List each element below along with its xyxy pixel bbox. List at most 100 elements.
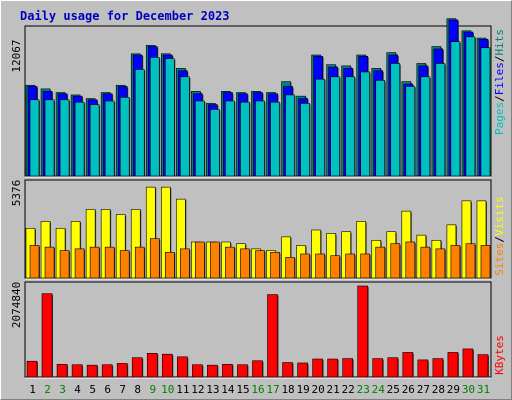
sites-bar-day-8 (134, 246, 145, 279)
day-label-4: 4 (74, 383, 81, 396)
sites-bar-day-2 (44, 246, 55, 279)
sites-bar-day-3 (59, 250, 70, 279)
pages-bar-day-7 (119, 97, 130, 177)
day-label-14: 14 (221, 383, 235, 396)
sites-bar-day-4 (74, 248, 85, 279)
day-label-5: 5 (89, 383, 96, 396)
pages-bar-day-6 (104, 100, 115, 177)
kbytes-bar-day-19 (297, 362, 308, 378)
day-label-16: 16 (251, 383, 264, 396)
day-label-28: 28 (432, 383, 445, 396)
pages-bar-day-3 (59, 99, 70, 177)
kbytes-bar-day-22 (342, 358, 353, 378)
sites-bar-day-11 (180, 248, 190, 279)
sites-bar-day-13 (210, 241, 220, 279)
legend-files: Files (493, 62, 506, 95)
pages-bar-day-27 (420, 76, 431, 177)
hits-ymax-label: 12067 (10, 39, 23, 72)
day-label-30: 30 (462, 383, 475, 396)
sites-bar-day-17 (270, 251, 280, 279)
kbytes-bar-day-14 (222, 363, 233, 378)
day-label-27: 27 (417, 383, 430, 396)
sites-bar-day-7 (119, 250, 130, 279)
sites-bar-day-22 (345, 253, 355, 279)
day-label-29: 29 (447, 383, 460, 396)
kbytes-bar-day-6 (101, 364, 113, 378)
day-label-1: 1 (29, 383, 36, 396)
sites-bar-day-19 (300, 253, 310, 279)
sites-bar-day-27 (420, 246, 431, 279)
sites-bar-day-31 (480, 245, 491, 279)
pages-bar-day-25 (390, 63, 401, 177)
pages-bar-day-21 (330, 76, 340, 177)
kbytes-bar-day-16 (252, 360, 263, 378)
day-label-8: 8 (134, 383, 141, 396)
pages-bar-day-10 (164, 58, 175, 177)
day-label-24: 24 (372, 383, 386, 396)
pages-bar-day-24 (375, 80, 386, 177)
kbytes-bar-day-9 (146, 353, 158, 378)
sites-bar-day-24 (375, 246, 386, 279)
top-legend: Pages/Files/Hits (493, 29, 506, 135)
legend-visits: Visits (493, 196, 506, 236)
visits-ymax-label: 5376 (10, 180, 23, 207)
kbytes-bar-day-17 (267, 294, 278, 378)
day-label-31: 31 (477, 383, 490, 396)
day-label-26: 26 (402, 383, 415, 396)
kbytes-bar-day-29 (447, 352, 459, 378)
pages-bar-day-4 (74, 101, 85, 177)
sites-bar-day-29 (450, 245, 461, 279)
pages-bar-day-30 (465, 36, 476, 177)
legend-kbytes: KBytes (493, 335, 506, 375)
sites-bar-day-20 (315, 253, 325, 279)
chart-title: Daily usage for December 2023 (20, 9, 230, 23)
kbytes-bar-day-4 (71, 364, 83, 378)
pages-bar-day-31 (480, 47, 491, 177)
kbytes-bar-day-26 (402, 352, 414, 378)
pages-bar-day-8 (134, 69, 145, 177)
pages-bar-day-14 (225, 100, 235, 177)
pages-bar-day-12 (195, 100, 205, 177)
pages-bar-day-23 (360, 71, 371, 177)
sites-bar-day-5 (89, 246, 100, 279)
day-label-18: 18 (281, 383, 294, 396)
legend-sep-2: / (493, 56, 506, 63)
day-label-12: 12 (191, 383, 204, 396)
sites-bar-day-23 (360, 253, 371, 279)
kbytes-bar-day-5 (86, 364, 98, 378)
pages-bar-day-5 (89, 104, 100, 177)
pages-bar-day-17 (270, 101, 280, 177)
sites-bar-day-16 (255, 250, 265, 279)
sites-bar-day-6 (104, 246, 115, 279)
pages-bar-day-18 (285, 94, 295, 177)
legend-pages: Pages (493, 102, 506, 135)
pages-bar-day-9 (149, 57, 160, 177)
kbytes-bar-day-20 (312, 358, 323, 378)
day-label-15: 15 (236, 383, 249, 396)
pages-bar-day-29 (450, 41, 461, 177)
pages-bar-day-22 (345, 76, 355, 177)
day-label-6: 6 (104, 383, 111, 396)
day-label-19: 19 (296, 383, 309, 396)
sites-bar-day-10 (164, 251, 175, 279)
pages-bar-day-15 (240, 101, 250, 177)
kbytes-bar-day-13 (207, 364, 218, 378)
sites-bar-day-28 (435, 248, 446, 279)
pages-bar-day-26 (405, 86, 416, 177)
legend-sep-1: / (493, 95, 506, 102)
legend-sites: Sites (493, 243, 506, 276)
day-label-25: 25 (387, 383, 400, 396)
pages-bar-day-1 (29, 99, 40, 177)
day-label-7: 7 (119, 383, 126, 396)
sites-bar-day-21 (330, 255, 340, 279)
kbytes-bars (26, 285, 489, 378)
pages-bar-day-16 (255, 100, 265, 177)
mid-legend: Sites/Visits (493, 196, 506, 276)
kbytes-bar-day-18 (282, 362, 293, 378)
kbytes-bar-day-3 (56, 363, 68, 378)
legend-hits: Hits (493, 29, 506, 56)
sites-bar-day-26 (405, 241, 416, 279)
kbytes-bar-day-30 (462, 348, 474, 378)
day-label-2: 2 (44, 383, 51, 396)
